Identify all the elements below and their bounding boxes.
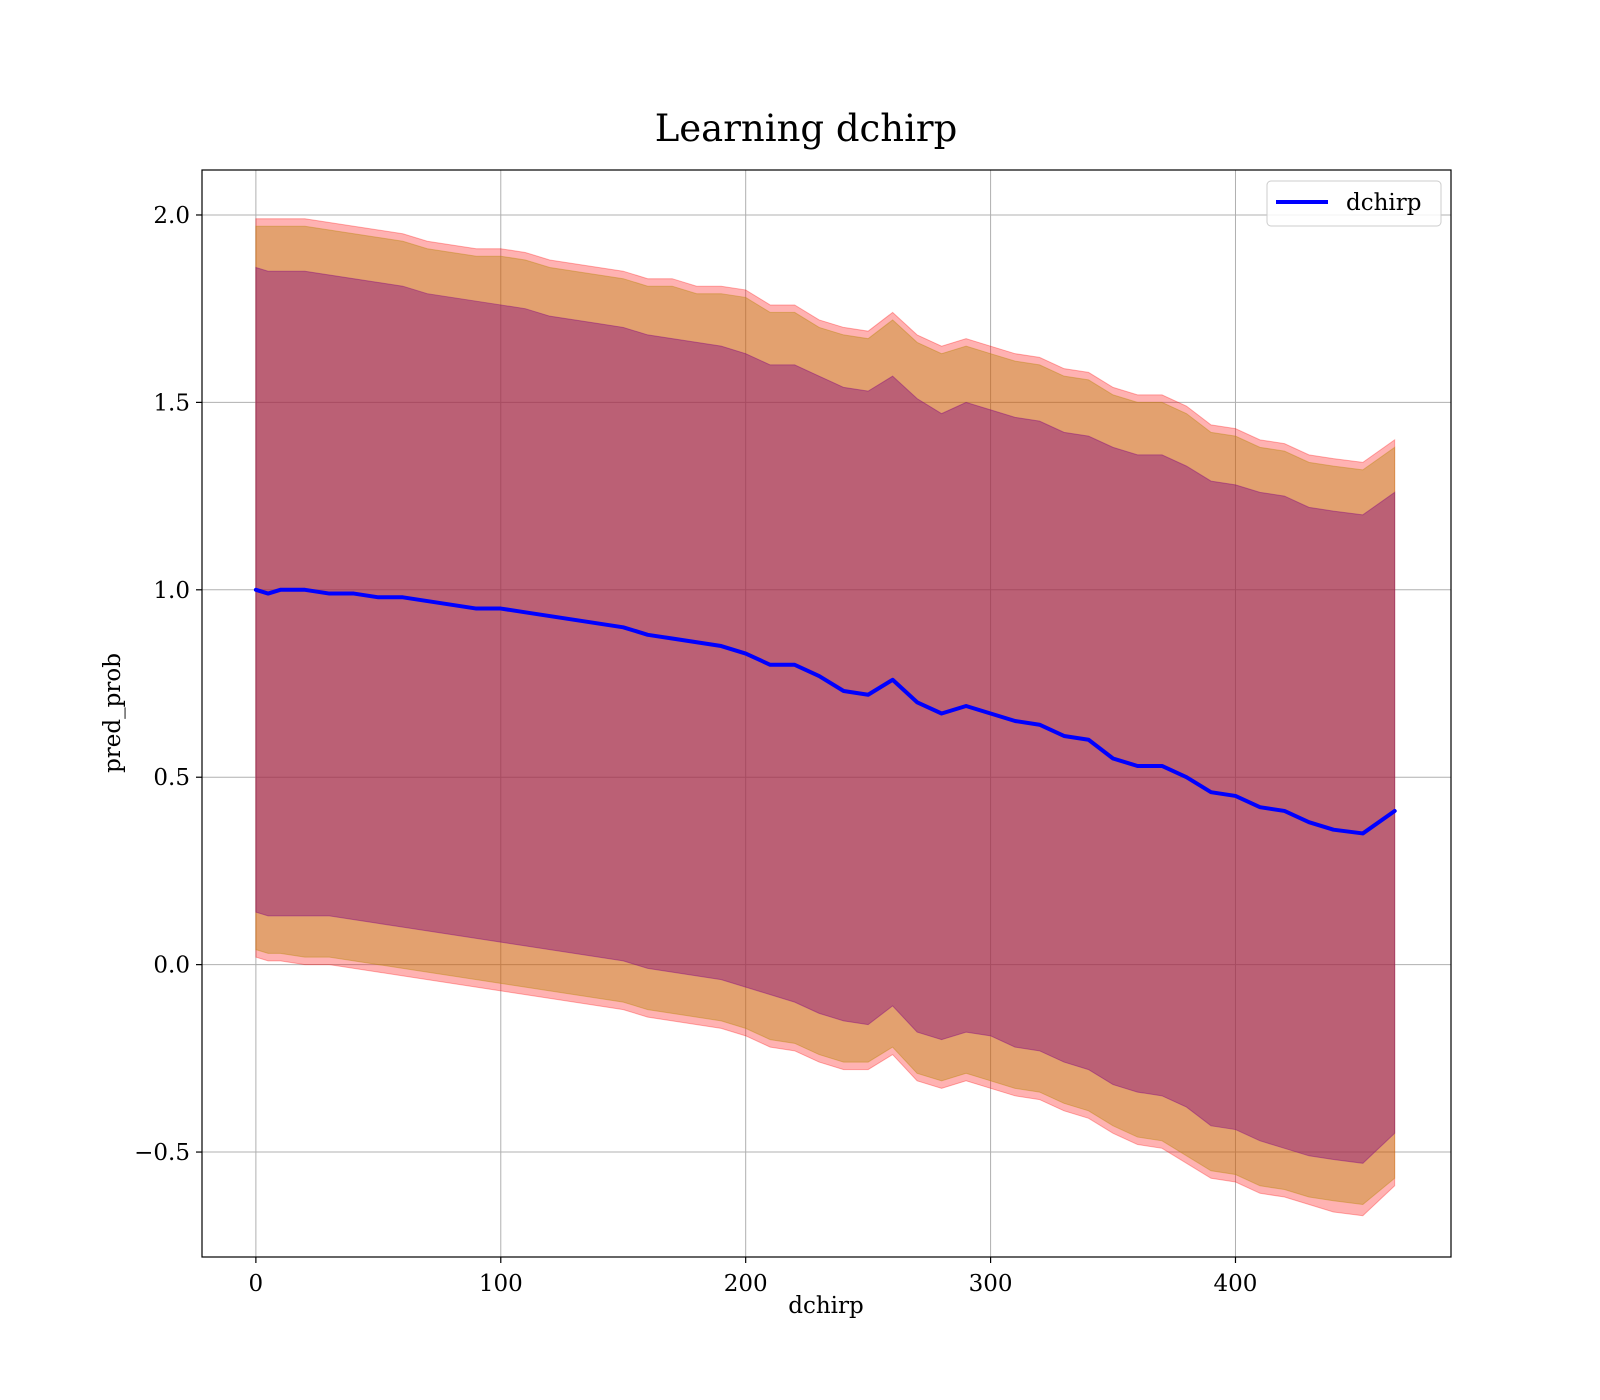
series-lines bbox=[253, 587, 1397, 836]
legend: dchirp bbox=[1266, 180, 1442, 227]
legend-box bbox=[1266, 180, 1442, 227]
x-axis-ticks: 0 100 200 300 400 bbox=[249, 1257, 1258, 1297]
band-inner bbox=[255, 266, 1396, 1164]
x-tick-label: 0 bbox=[249, 1271, 264, 1297]
x-axis-label: dchirp bbox=[788, 1293, 864, 1319]
y-tick-label: 0.0 bbox=[153, 953, 190, 979]
y-axis-ticks: −0.5 0.0 0.5 1.0 1.5 2.0 bbox=[134, 203, 202, 1166]
y-tick-label: 0.5 bbox=[153, 765, 190, 791]
band-outer bbox=[255, 218, 1396, 1217]
x-tick-label: 300 bbox=[969, 1271, 1013, 1297]
band-middle bbox=[255, 225, 1396, 1206]
series-line-dchirp bbox=[253, 587, 1397, 836]
gridlines bbox=[202, 170, 1451, 1257]
x-tick-label: 100 bbox=[479, 1271, 523, 1297]
axes-frame bbox=[201, 169, 1452, 1258]
confidence-bands bbox=[255, 218, 1396, 1217]
y-tick-label: 2.0 bbox=[153, 203, 190, 229]
plot-area bbox=[201, 169, 1452, 1258]
y-tick-label: 1.0 bbox=[153, 578, 190, 604]
y-tick-label: −0.5 bbox=[134, 1140, 190, 1166]
y-axis-label: pred_prob bbox=[100, 653, 126, 773]
legend-label-dchirp: dchirp bbox=[1346, 190, 1422, 216]
chart-title: Learning dchirp bbox=[655, 107, 958, 150]
y-tick-label: 1.5 bbox=[153, 390, 190, 416]
x-tick-label: 200 bbox=[724, 1271, 768, 1297]
x-tick-label: 400 bbox=[1214, 1271, 1258, 1297]
